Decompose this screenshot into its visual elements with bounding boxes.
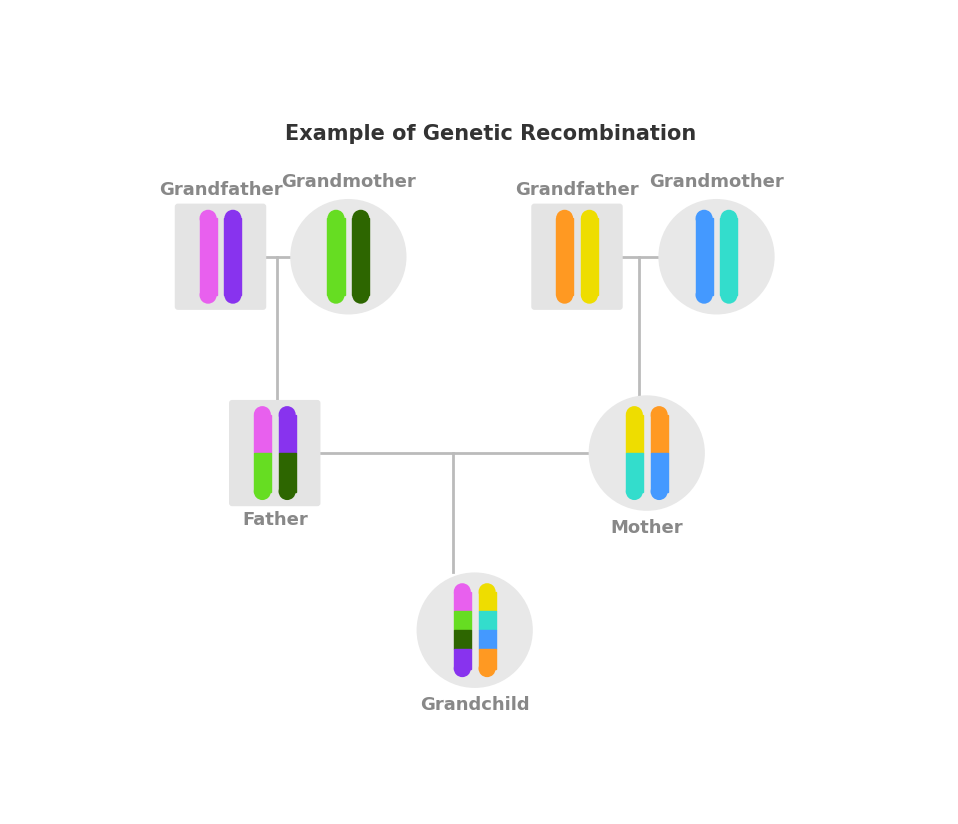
Bar — [224, 218, 241, 295]
Bar — [254, 414, 271, 453]
Ellipse shape — [650, 406, 668, 423]
Bar — [626, 453, 643, 492]
Bar — [454, 611, 470, 630]
Ellipse shape — [254, 483, 271, 500]
Bar — [650, 414, 668, 453]
Ellipse shape — [581, 287, 598, 304]
Bar — [454, 630, 470, 649]
Ellipse shape — [279, 483, 296, 500]
Bar — [479, 592, 495, 611]
Bar — [650, 453, 668, 492]
Bar — [720, 218, 738, 295]
Ellipse shape — [556, 210, 573, 227]
Ellipse shape — [556, 287, 573, 304]
Ellipse shape — [696, 287, 713, 304]
Ellipse shape — [328, 210, 345, 227]
Bar — [328, 218, 345, 295]
FancyBboxPatch shape — [532, 204, 623, 310]
Ellipse shape — [454, 583, 470, 600]
Ellipse shape — [199, 287, 217, 304]
Bar — [581, 218, 598, 295]
Bar — [556, 218, 573, 295]
Ellipse shape — [199, 210, 217, 227]
Ellipse shape — [224, 210, 241, 227]
Circle shape — [588, 396, 705, 511]
Ellipse shape — [353, 210, 369, 227]
FancyBboxPatch shape — [174, 204, 266, 310]
FancyBboxPatch shape — [229, 400, 321, 506]
Bar — [454, 592, 470, 611]
Ellipse shape — [696, 210, 713, 227]
Circle shape — [290, 199, 406, 315]
Bar — [479, 630, 495, 649]
Ellipse shape — [581, 210, 598, 227]
Bar — [696, 218, 713, 295]
Ellipse shape — [626, 483, 643, 500]
Text: Grandmother: Grandmother — [281, 173, 416, 191]
Ellipse shape — [650, 483, 668, 500]
Ellipse shape — [720, 287, 738, 304]
Bar — [279, 453, 296, 492]
Text: Grandmother: Grandmother — [650, 173, 784, 191]
Text: Father: Father — [241, 511, 308, 529]
Ellipse shape — [254, 406, 271, 423]
Circle shape — [417, 573, 533, 688]
Text: Grandfather: Grandfather — [159, 181, 283, 199]
Ellipse shape — [479, 660, 495, 677]
Ellipse shape — [328, 287, 345, 304]
Ellipse shape — [720, 210, 738, 227]
Text: Grandfather: Grandfather — [515, 181, 639, 199]
Ellipse shape — [279, 406, 296, 423]
Bar — [479, 611, 495, 630]
Ellipse shape — [224, 287, 241, 304]
Ellipse shape — [353, 287, 369, 304]
Bar — [626, 414, 643, 453]
Bar — [353, 218, 369, 295]
Ellipse shape — [479, 583, 495, 600]
Text: Grandchild: Grandchild — [420, 695, 530, 714]
Bar — [199, 218, 217, 295]
Bar — [454, 649, 470, 669]
Text: Example of Genetic Recombination: Example of Genetic Recombination — [285, 124, 696, 143]
Bar — [479, 649, 495, 669]
Ellipse shape — [454, 660, 470, 677]
Ellipse shape — [626, 406, 643, 423]
Text: Mother: Mother — [610, 518, 683, 536]
Circle shape — [658, 199, 775, 315]
Bar — [254, 453, 271, 492]
Bar — [279, 414, 296, 453]
